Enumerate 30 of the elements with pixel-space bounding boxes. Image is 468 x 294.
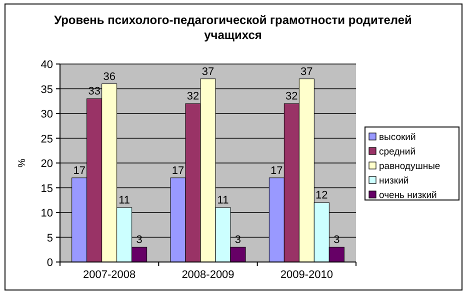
legend-label: высокий xyxy=(379,132,416,143)
data-label: 12 xyxy=(316,190,328,202)
legend-label: очень низкий xyxy=(379,190,437,201)
y-tick-label: 5 xyxy=(46,232,53,244)
y-tick-label: 10 xyxy=(40,208,53,220)
legend-label: равнодушные xyxy=(379,161,440,172)
y-tick-label: 20 xyxy=(40,158,53,170)
y-tick-label: 40 xyxy=(40,59,53,71)
data-label: 11 xyxy=(217,194,229,207)
legend-label: средний xyxy=(379,146,416,158)
y-tick-label: 0 xyxy=(46,257,53,269)
data-label: 17 xyxy=(270,164,283,177)
legend-label: низкий xyxy=(379,176,409,186)
x-tick-label: 2008-2009 xyxy=(182,269,234,281)
data-label: 32 xyxy=(286,90,298,103)
data-label: 37 xyxy=(202,66,214,78)
chart-title: Уровень психолого-педагогической грамотности родителей учащихся xyxy=(54,13,412,42)
data-label: 17 xyxy=(172,164,184,177)
data-label: 37 xyxy=(300,66,313,78)
y-tick-label: 15 xyxy=(40,182,53,195)
y-axis-title: % xyxy=(17,158,28,168)
y-tick-label: 25 xyxy=(40,133,53,146)
x-tick-label: 2009-2010 xyxy=(280,269,333,281)
y-tick-label: 35 xyxy=(40,84,53,96)
data-label: 17 xyxy=(73,164,86,177)
data-label: 11 xyxy=(118,194,130,207)
y-tick-label: 30 xyxy=(40,108,53,120)
x-tick-label: 2007-2008 xyxy=(83,269,136,281)
data-label: 36 xyxy=(103,70,116,83)
data-label: 32 xyxy=(186,90,200,103)
